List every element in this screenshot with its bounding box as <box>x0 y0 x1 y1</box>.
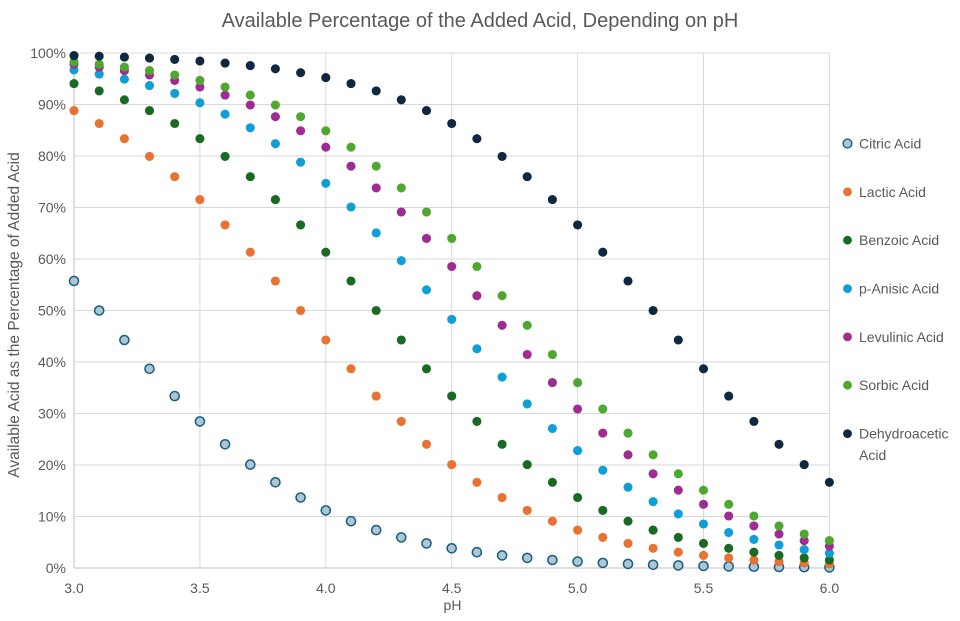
svg-text:pH: pH <box>444 597 462 613</box>
svg-text:Available Acid as the Percenta: Available Acid as the Percentage of Adde… <box>6 152 23 477</box>
svg-text:20%: 20% <box>38 457 66 473</box>
svg-text:Sorbic Acid: Sorbic Acid <box>859 377 929 393</box>
svg-text:10%: 10% <box>38 509 66 525</box>
svg-text:Benzoic Acid: Benzoic Acid <box>859 232 939 248</box>
svg-text:5.5: 5.5 <box>694 580 714 596</box>
svg-text:5.0: 5.0 <box>568 580 588 596</box>
svg-text:p-Anisic Acid: p-Anisic Acid <box>859 281 939 297</box>
svg-text:30%: 30% <box>38 406 66 422</box>
svg-text:Lactic Acid: Lactic Acid <box>859 184 926 200</box>
svg-text:50%: 50% <box>38 303 66 319</box>
svg-text:4.0: 4.0 <box>316 580 336 596</box>
svg-text:6.0: 6.0 <box>820 580 840 596</box>
svg-text:40%: 40% <box>38 354 66 370</box>
svg-text:Available Percentage of the Ad: Available Percentage of the Added Acid, … <box>222 10 739 32</box>
svg-text:Acid: Acid <box>859 447 886 463</box>
svg-text:4.5: 4.5 <box>442 580 462 596</box>
svg-text:100%: 100% <box>30 45 66 61</box>
svg-text:80%: 80% <box>38 148 66 164</box>
svg-text:Levulinic Acid: Levulinic Acid <box>859 329 944 345</box>
svg-text:3.5: 3.5 <box>190 580 210 596</box>
svg-text:70%: 70% <box>38 200 66 216</box>
svg-text:3.0: 3.0 <box>64 580 84 596</box>
svg-text:90%: 90% <box>38 97 66 113</box>
svg-text:Dehydroacetic: Dehydroacetic <box>859 426 949 442</box>
svg-text:Citric Acid: Citric Acid <box>859 136 921 152</box>
svg-text:0%: 0% <box>46 560 66 576</box>
svg-text:60%: 60% <box>38 251 66 267</box>
